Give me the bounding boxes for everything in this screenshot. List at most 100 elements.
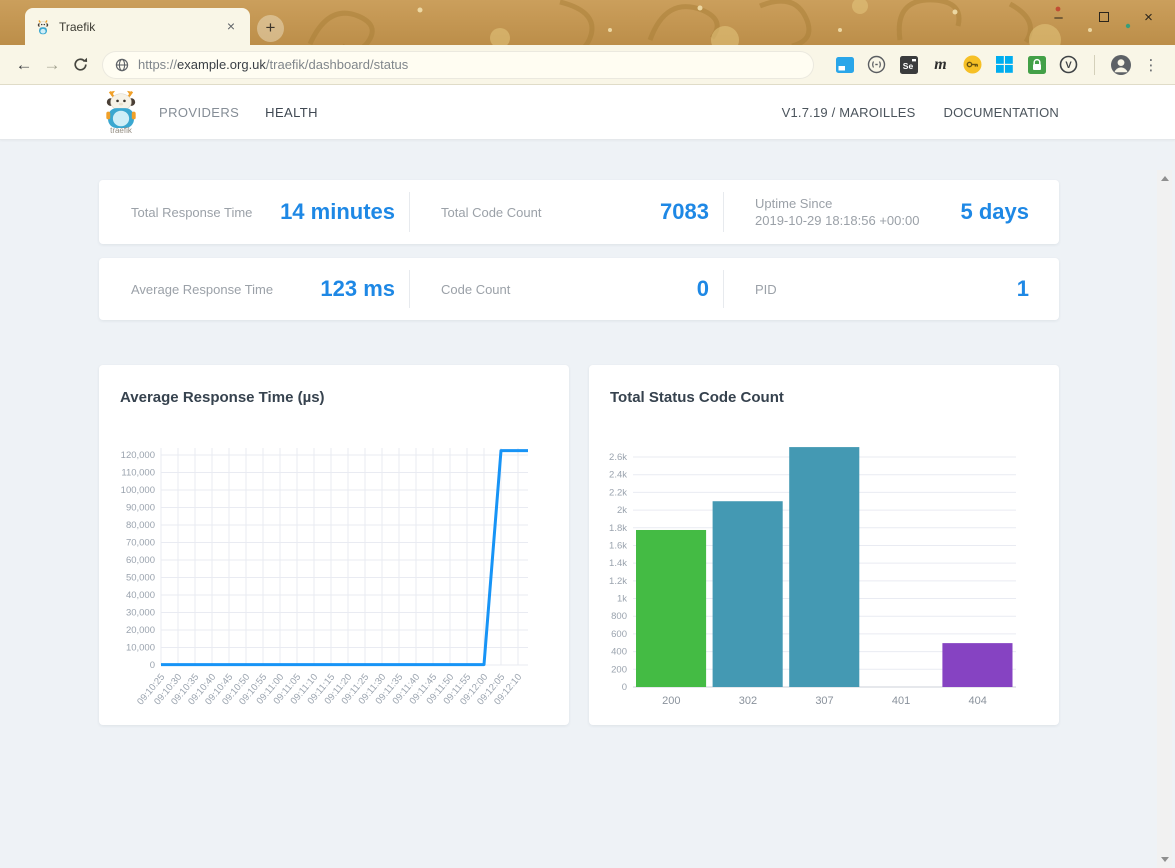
stats-row-2: Average Response Time 123 ms Code Count … [99,258,1059,320]
version-label: V1.7.19 / MAROILLES [782,105,916,120]
svg-text:60,000: 60,000 [126,555,155,566]
svg-text:1k: 1k [617,594,627,605]
svg-text:40,000: 40,000 [126,590,155,601]
forward-button[interactable]: → [38,51,66,79]
profile-avatar[interactable] [1109,53,1132,76]
extension-selenium-icon[interactable]: Se [897,53,920,76]
charts-row: Average Response Time (µs) 0 10,000 20,000… [99,365,1059,725]
toolbar-separator [1094,55,1095,75]
stat-value: 7083 [660,199,709,225]
svg-text:2.4k: 2.4k [609,470,627,481]
logo-wordmark: traefik [110,126,132,135]
svg-text:404: 404 [969,695,987,707]
maximize-button[interactable] [1081,2,1126,32]
traefik-header: traefik PROVIDERS HEALTH V1.7.19 / MAROI… [0,85,1175,140]
stat-pid: PID 1 [723,258,1059,320]
stat-average-response-time: Average Response Time 123 ms [99,258,409,320]
browser-menu-icon[interactable]: ⋮ [1141,56,1161,74]
extension-windows-icon[interactable] [993,53,1016,76]
nav-health[interactable]: HEALTH [265,105,318,120]
line-chart-title: Average Response Time (µs) [120,389,325,406]
minimize-button[interactable]: – [1036,2,1081,32]
uptime-label: Uptime Since [755,195,919,212]
stat-total-code-count: Total Code Count 7083 [409,180,723,244]
scroll-down-icon[interactable] [1161,857,1169,862]
reload-icon [72,56,89,73]
stats-row-1: Total Response Time 14 minutes Total Cod… [99,180,1059,244]
extension-window-icon[interactable] [833,53,856,76]
svg-text:0: 0 [622,682,627,693]
svg-text:0: 0 [150,660,155,671]
svg-text:600: 600 [611,629,627,640]
stat-value: 0 [697,276,709,302]
stat-value: 5 days [961,199,1030,225]
documentation-link[interactable]: DOCUMENTATION [944,105,1060,120]
extensions-area: Se m V ⋮ [833,53,1161,76]
svg-text:10,000: 10,000 [126,643,155,654]
extension-circle-icon[interactable] [865,53,888,76]
new-tab-button[interactable]: + [257,15,284,42]
tab-close-icon[interactable]: × [222,18,240,36]
svg-text:70,000: 70,000 [126,538,155,549]
stat-value: 14 minutes [280,199,395,225]
svg-text:V: V [1065,60,1072,71]
response-time-chart-card: Average Response Time (µs) 0 10,000 20,000… [99,365,569,725]
svg-text:200: 200 [611,664,627,675]
traefik-logo[interactable]: traefik [99,89,143,135]
url-scheme: https:// [138,57,177,72]
close-button[interactable]: × [1126,2,1171,32]
svg-text:90,000: 90,000 [126,503,155,514]
site-info-globe-icon[interactable] [115,58,129,72]
page-content: traefik PROVIDERS HEALTH V1.7.19 / MAROI… [0,85,1175,783]
svg-text:80,000: 80,000 [126,520,155,531]
extension-v-icon[interactable]: V [1057,53,1080,76]
svg-text:120,000: 120,000 [121,450,155,461]
svg-text:2k: 2k [617,505,627,516]
url-text: https://example.org.uk/traefik/dashboard… [138,57,408,72]
svg-text:400: 400 [611,647,627,658]
svg-text:Se: Se [902,61,913,71]
uptime-timestamp: 2019-10-29 18:18:56 +00:00 [755,212,919,229]
tab-title: Traefik [59,20,222,34]
address-bar[interactable]: https://example.org.uk/traefik/dashboard… [102,51,814,79]
maximize-icon [1099,12,1109,22]
back-button[interactable]: ← [10,51,38,79]
extension-m-icon[interactable]: m [929,53,952,76]
svg-text:302: 302 [739,695,757,707]
traefik-favicon [35,19,51,35]
scroll-up-icon[interactable] [1161,176,1169,181]
stat-uptime: Uptime Since 2019-10-29 18:18:56 +00:00 … [723,180,1059,244]
svg-text:2.2k: 2.2k [609,487,627,498]
extension-https-lock-icon[interactable] [1025,53,1048,76]
svg-text:100,000: 100,000 [121,485,155,496]
nav-providers[interactable]: PROVIDERS [159,105,239,120]
stat-label: Total Response Time [131,204,252,221]
bar-chart-title: Total Status Code Count [610,389,784,406]
browser-tab[interactable]: Traefik × [25,8,250,45]
browser-toolbar: ← → https://example.org.uk/traefik/dashb… [0,45,1175,85]
stat-label: Average Response Time [131,281,273,298]
page-scrollbar[interactable] [1157,170,1172,868]
svg-text:800: 800 [611,611,627,622]
svg-text:1.4k: 1.4k [609,558,627,569]
svg-text:307: 307 [815,695,833,707]
dashboard-body: Total Response Time 14 minutes Total Cod… [99,140,1059,725]
stat-label: PID [755,281,777,298]
svg-text:20,000: 20,000 [126,625,155,636]
url-domain: example.org.uk [177,57,266,72]
main-nav: PROVIDERS HEALTH [159,105,318,120]
line-chart-svg: 010,00020,00030,00040,00050,00060,00070,… [99,425,569,725]
svg-text:110,000: 110,000 [121,468,155,479]
window-controls: – × [1036,2,1171,32]
svg-text:50,000: 50,000 [126,573,155,584]
svg-text:1.6k: 1.6k [609,540,627,551]
svg-text:1.8k: 1.8k [609,523,627,534]
stat-code-count: Code Count 0 [409,258,723,320]
svg-text:401: 401 [892,695,910,707]
extension-key-icon[interactable] [961,53,984,76]
bar-chart-svg: 02004006008001k1.2k1.4k1.6k1.8k2k2.2k2.4… [589,425,1059,725]
reload-button[interactable] [66,51,94,79]
stat-total-response-time: Total Response Time 14 minutes [99,180,409,244]
traefik-mascot-icon [102,89,140,129]
stat-value: 123 ms [320,276,395,302]
